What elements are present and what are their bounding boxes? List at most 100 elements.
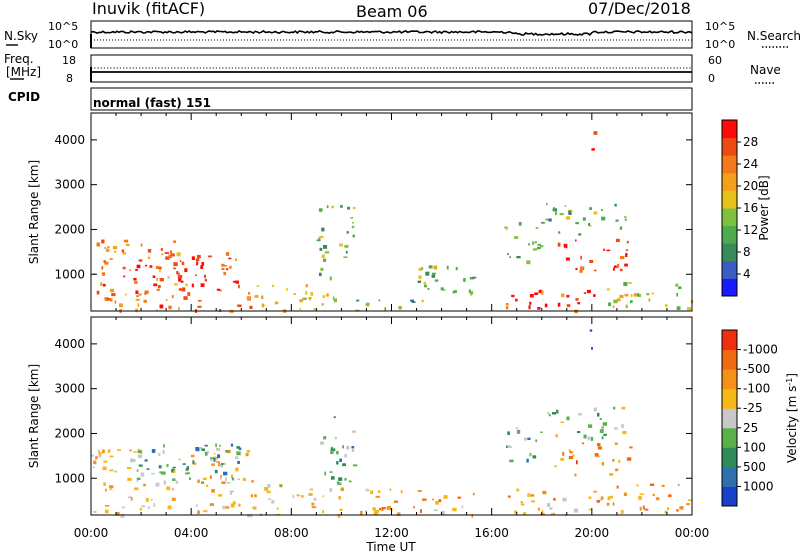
data-cell (318, 272, 322, 277)
data-cell (529, 452, 532, 457)
data-cell (189, 477, 191, 480)
data-cell (232, 501, 236, 505)
data-cell (210, 457, 215, 460)
data-cell (342, 445, 344, 449)
colorbar-tick-label: -1000 (743, 343, 778, 357)
data-cell (165, 256, 170, 260)
data-cell (177, 275, 183, 279)
data-cell (323, 258, 326, 262)
data-cell (318, 208, 323, 212)
data-cell (190, 454, 195, 458)
data-cell (101, 272, 106, 276)
data-cell (339, 458, 342, 462)
data-cell (520, 501, 523, 504)
data-cell (551, 412, 557, 415)
data-cell (613, 299, 618, 304)
velocity-colorbar-cells (722, 330, 737, 507)
data-cell (623, 282, 628, 286)
colorbar-tick-label: -100 (743, 382, 770, 396)
data-cell (299, 307, 302, 310)
data-cell (527, 493, 530, 497)
data-cell (378, 299, 381, 302)
data-cell (469, 277, 475, 280)
data-cell (612, 305, 615, 308)
colorbar-segment (722, 260, 737, 279)
data-cell (147, 249, 152, 253)
data-cell (178, 288, 182, 291)
nsearch-tick-top: 10^5 (705, 20, 735, 33)
data-cell (181, 261, 185, 265)
data-cell (578, 413, 583, 416)
data-cell (524, 437, 527, 441)
colorbar-tick-label: 28 (743, 135, 758, 149)
y-tick-label: 4000 (54, 133, 85, 147)
data-cell (104, 505, 110, 507)
data-cell (132, 458, 136, 462)
data-cell (159, 304, 164, 309)
data-cell (505, 306, 509, 310)
data-cell (381, 507, 386, 510)
colorbar-tick-label: 25 (743, 421, 758, 435)
data-cell (527, 437, 531, 440)
data-cell (111, 293, 116, 297)
data-cell (164, 252, 169, 254)
data-cell (309, 488, 313, 491)
data-cell (507, 431, 510, 435)
data-cell (377, 490, 381, 494)
data-cell (213, 453, 216, 455)
data-cell (126, 244, 130, 247)
data-cell (152, 275, 156, 278)
power-ylabel: Slant Range [km] (27, 160, 41, 264)
data-cell (551, 512, 556, 516)
data-cell (530, 453, 533, 456)
data-cell (279, 485, 283, 488)
data-cell (352, 234, 355, 238)
data-cell (667, 507, 670, 511)
data-cell (639, 506, 642, 511)
data-cell (150, 499, 153, 501)
data-cell (221, 481, 226, 484)
data-cell (216, 461, 221, 463)
colorbar-tick-label: -25 (743, 401, 763, 415)
x-tick-label: 00:00 (675, 526, 710, 540)
data-cell (229, 265, 232, 269)
data-cell (136, 477, 141, 480)
data-cell (171, 497, 176, 501)
data-cell (105, 248, 110, 252)
data-cell (215, 443, 217, 448)
data-cell (223, 462, 226, 466)
data-cell (559, 213, 564, 216)
data-cell (529, 294, 534, 298)
data-cell (442, 289, 446, 291)
data-cell (612, 267, 615, 271)
data-cell (268, 498, 271, 500)
data-cell (651, 292, 654, 295)
data-cell (221, 463, 224, 466)
data-cell (324, 471, 327, 476)
data-cell (225, 506, 230, 509)
data-cell (609, 473, 614, 476)
data-cell (305, 291, 308, 295)
data-cell (417, 490, 422, 492)
data-cell (100, 282, 103, 286)
data-cell (183, 296, 188, 300)
data-cell (562, 497, 567, 502)
velocity-x-axis: 00:00 04:00 08:00 12:00 16:00 20:00 00:00 (74, 317, 710, 540)
data-cell (105, 488, 107, 492)
data-cell (167, 276, 170, 279)
power-x-ticks (90, 113, 693, 311)
data-cell (535, 227, 539, 229)
data-cell (197, 510, 200, 515)
data-cell (168, 254, 172, 259)
data-cell (593, 269, 597, 272)
data-cell (440, 511, 445, 515)
data-cell (520, 503, 525, 506)
data-cell (534, 241, 537, 244)
data-cell (330, 450, 334, 454)
data-cell (528, 305, 531, 310)
data-cell (172, 267, 177, 270)
data-cell (130, 458, 134, 463)
data-cell (507, 495, 511, 498)
colorbar-segment (722, 137, 737, 156)
data-cell (509, 256, 511, 258)
